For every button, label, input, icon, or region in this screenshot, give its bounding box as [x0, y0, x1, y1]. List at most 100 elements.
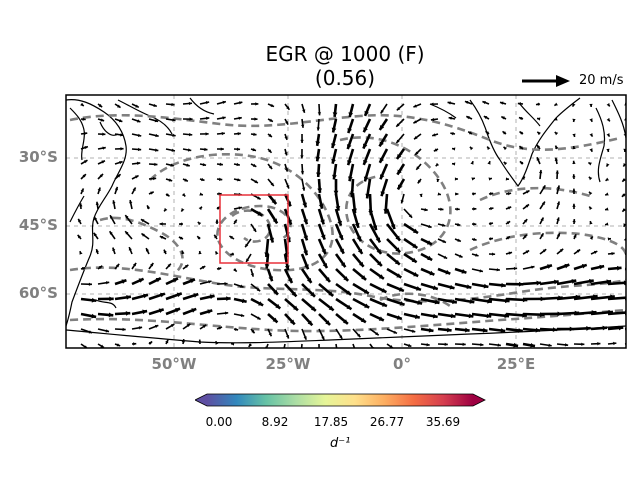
wind-vector: [503, 146, 507, 151]
wind-vector: [165, 133, 176, 137]
wind-vector: [604, 192, 609, 196]
wind-vector: [131, 133, 142, 138]
wind-vector: [622, 163, 626, 167]
wind-vector: [589, 235, 594, 240]
wind-vector: [362, 148, 372, 166]
wind-vector: [488, 207, 494, 211]
wind-vector: [352, 312, 367, 324]
wind-vector: [97, 328, 110, 333]
wind-vector: [588, 176, 593, 181]
colorbar-tick-1: 8.92: [261, 415, 289, 429]
wind-vector: [93, 232, 99, 240]
wind-vector: [317, 238, 327, 255]
wind-vector: [318, 328, 325, 341]
wind-vector: [607, 296, 626, 301]
region-box: [219, 194, 289, 264]
wind-vector: [332, 163, 338, 180]
wind-vector: [80, 312, 97, 319]
wind-vector: [519, 160, 524, 165]
wind-vector: [335, 312, 349, 325]
wind-vector: [505, 177, 510, 181]
wind-vector: [519, 130, 524, 135]
wind-vector: [606, 102, 611, 107]
wind-vector: [395, 118, 405, 128]
wind-vector: [245, 253, 252, 263]
wind-vector: [539, 343, 552, 347]
wind-vector: [108, 230, 116, 240]
wind-vector: [300, 343, 303, 348]
wind-vector: [199, 147, 208, 152]
wind-vector: [539, 279, 559, 286]
wind-vector: [181, 193, 186, 197]
wind-vector: [199, 280, 212, 285]
wind-vector: [332, 103, 338, 118]
wind-vector: [590, 279, 612, 286]
wind-vector: [80, 159, 88, 165]
wind-vector: [301, 118, 305, 128]
wind-vector: [182, 278, 196, 286]
wind-vector: [114, 263, 120, 270]
wind-vector: [573, 233, 577, 240]
wind-vector: [165, 148, 176, 152]
wind-vector: [216, 326, 223, 330]
wind-vector: [165, 323, 175, 330]
wind-vector: [145, 247, 150, 255]
wind-vector: [114, 311, 131, 316]
wind-vector: [216, 131, 225, 136]
wind-vector: [454, 342, 466, 347]
wind-vector: [539, 327, 558, 333]
wind-vector: [141, 232, 150, 240]
wind-vector: [112, 200, 116, 210]
wind-vector: [502, 130, 507, 135]
wind-vector: [522, 327, 541, 333]
wind-vector: [266, 223, 275, 243]
wind-vector: [403, 237, 419, 250]
wind-vector: [165, 339, 169, 345]
wind-vector: [250, 223, 257, 233]
wind-vector: [114, 173, 122, 180]
wind-vector: [283, 253, 290, 271]
wind-vector: [114, 160, 123, 165]
wind-vector: [471, 342, 484, 347]
wind-vector: [250, 328, 256, 334]
wind-vector: [590, 325, 608, 331]
wind-vector: [267, 133, 273, 138]
wind-vector: [165, 102, 175, 107]
wind-vector: [420, 297, 440, 305]
wind-vector: [369, 297, 388, 308]
wind-vector: [97, 265, 103, 270]
wind-vector: [420, 267, 435, 276]
wind-vector: [488, 312, 510, 319]
wind-vector: [335, 328, 343, 340]
wind-vector: [233, 219, 238, 225]
wind-vector: [385, 208, 396, 230]
wind-vector: [198, 250, 202, 255]
wind-vector: [486, 146, 491, 151]
wind-vector: [284, 118, 289, 126]
wind-vector: [538, 169, 543, 180]
wind-vector: [331, 118, 338, 133]
wind-vector: [396, 163, 406, 176]
wind-vector: [148, 162, 158, 167]
wind-vector: [97, 173, 104, 180]
wind-vector: [97, 146, 106, 150]
wind-vector: [148, 324, 159, 330]
wind-vector: [539, 248, 547, 255]
wind-vector: [148, 277, 162, 286]
wind-vector: [318, 268, 331, 283]
wind-vector: [413, 103, 422, 108]
colorbar-max-extend: [473, 394, 485, 406]
wind-vector: [80, 297, 97, 303]
wind-vector: [233, 178, 241, 182]
wind-vector: [300, 193, 308, 208]
wind-vector: [300, 208, 309, 225]
wind-vector: [454, 297, 475, 304]
wind-vector: [430, 117, 439, 122]
wind-vector: [369, 267, 385, 280]
wind-vector: [179, 222, 184, 226]
graticule: [66, 95, 626, 348]
colorbar-tick-3: 26.77: [369, 415, 405, 429]
wind-vector: [505, 192, 512, 196]
wind-vector: [436, 178, 440, 183]
wind-vector: [165, 178, 173, 182]
